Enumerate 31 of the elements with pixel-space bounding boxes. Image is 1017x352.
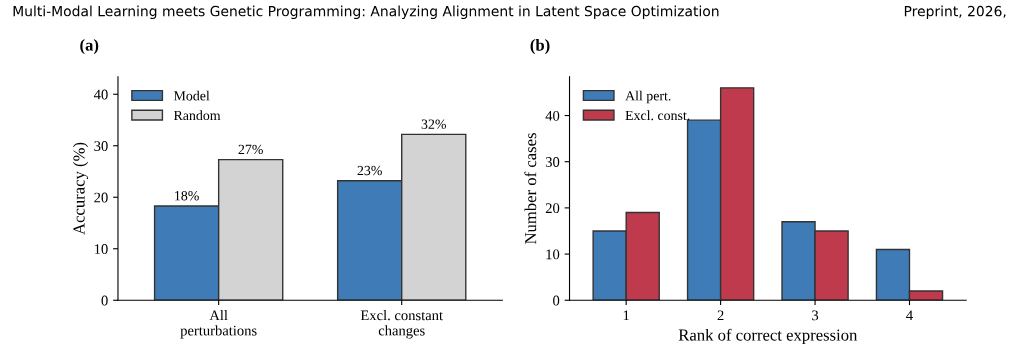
x-tick-label: 2 [717, 310, 724, 321]
data-label: 32% [421, 119, 447, 129]
y-tick-label: 30 [545, 157, 560, 167]
y-tick-label: 20 [94, 192, 108, 203]
legend-label: Model [173, 90, 210, 101]
data-label: 18% [175, 191, 199, 201]
x-tick-label: 1 [623, 310, 629, 321]
x-tick-label: 4 [906, 310, 913, 321]
y-tick-label: 40 [545, 110, 560, 121]
text: Preprint, 2026, [904, 5, 1006, 20]
legend-label: Random [173, 110, 221, 121]
x-tick-label: Excl. constant changes [360, 309, 443, 339]
y-tick-label: 0 [553, 295, 560, 306]
y-tick-label: 10 [94, 244, 108, 254]
y-axis-title: Accuracy (%) [72, 142, 89, 235]
x-axis-title: Rank of correct expression [678, 328, 858, 345]
y-axis-title: Number of cases [524, 133, 537, 245]
text: Multi-Modal Learning meets Genetic Programming: Analyzing Alignment in Latent Space Optimization [13, 5, 719, 20]
x-tick-label: All perturbations [180, 309, 257, 339]
legend-label: All pert. [625, 90, 671, 104]
y-tick-label: 0 [101, 295, 108, 306]
y-tick-label: 30 [94, 141, 108, 151]
y-tick-label: 20 [545, 203, 560, 214]
legend-label: Excl. const. [625, 110, 690, 121]
data-label: 23% [357, 165, 382, 176]
x-tick-label: 3 [812, 310, 819, 321]
chart-title: (b) [530, 38, 550, 55]
data-label: 27% [238, 144, 263, 155]
chart-title: (a) [80, 38, 99, 55]
y-tick-label: 10 [546, 249, 560, 260]
y-tick-label: 40 [93, 89, 108, 100]
